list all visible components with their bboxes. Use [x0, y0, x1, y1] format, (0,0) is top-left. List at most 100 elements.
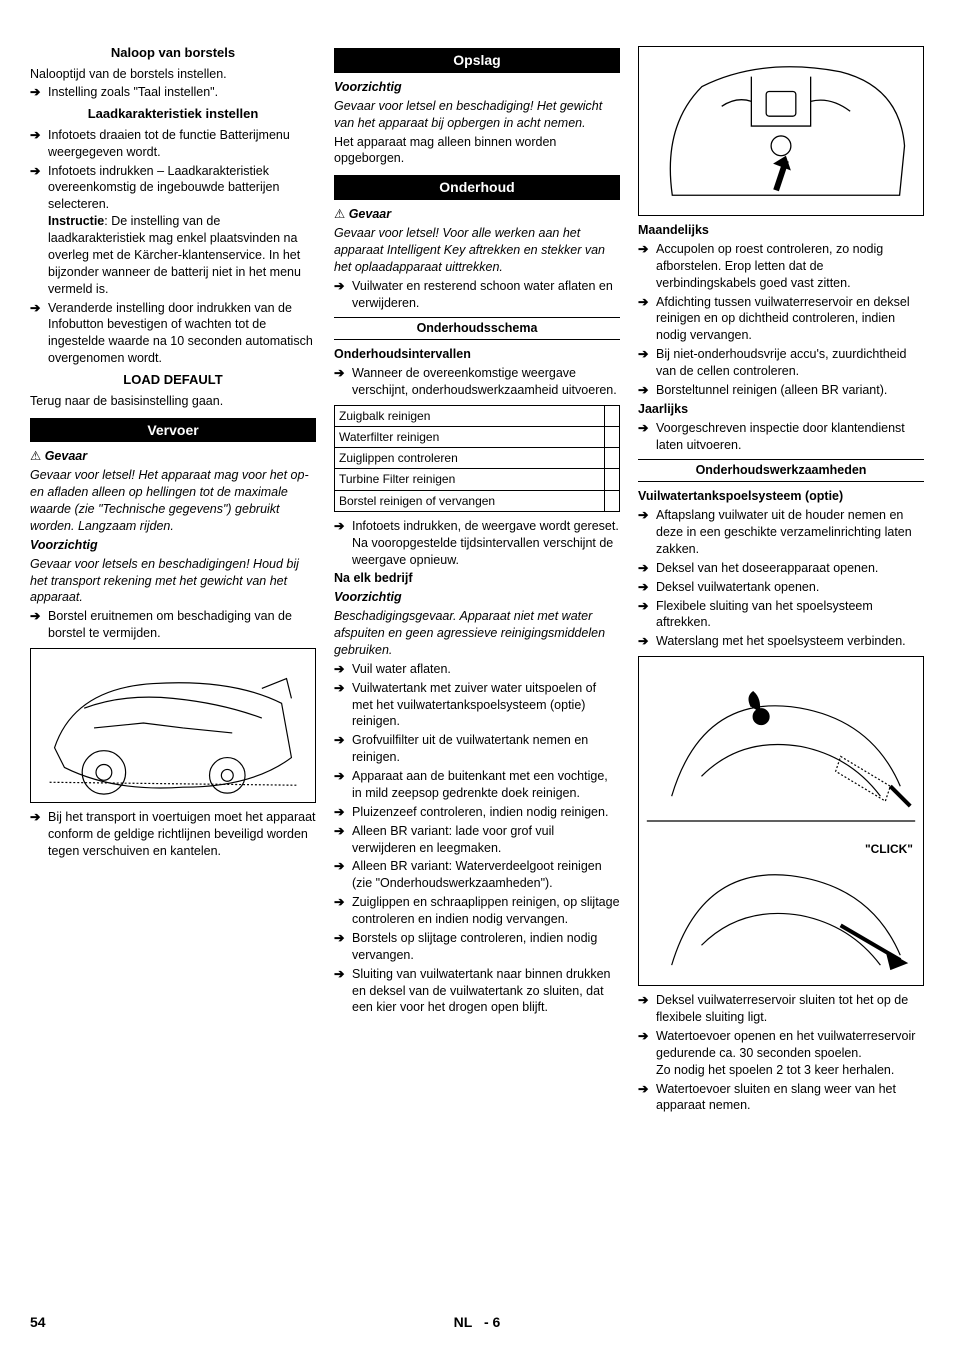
arrow-icon: ➔ — [334, 966, 352, 1017]
arrow-icon: ➔ — [30, 608, 48, 642]
heading-naloop: Naloop van borstels — [30, 44, 316, 62]
bullet: ➔Sluiting van vuilwatertank naar binnen … — [334, 966, 620, 1017]
bullet: ➔Bij het transport in voertuigen moet he… — [30, 809, 316, 860]
maintenance-table: Zuigbalk reinigen Waterfilter reinigen Z… — [334, 405, 620, 512]
table-cell: Zuigbalk reinigen — [335, 405, 605, 426]
bullet: ➔Borstel eruitnemen om beschadiging van … — [30, 608, 316, 642]
bullet: ➔Apparaat aan de buitenkant met een voch… — [334, 768, 620, 802]
text: Het apparaat mag alleen binnen worden op… — [334, 134, 620, 168]
bullet: ➔Voorgeschreven inspectie door klantendi… — [638, 420, 924, 454]
page-number-left: 54 — [30, 1313, 46, 1332]
heading-laadkar: Laadkarakteristiek instellen — [30, 105, 316, 123]
machine-drawing-icon — [31, 649, 315, 802]
arrow-icon: ➔ — [334, 365, 352, 399]
arrow-icon: ➔ — [638, 1081, 656, 1115]
bullet: ➔Waterslang met het spoelsysteem verbind… — [638, 633, 924, 650]
heading-onderhoud: Onderhoud — [334, 175, 620, 200]
subheading: Na elk bedrijf — [334, 570, 620, 587]
caution-text: Gevaar voor letsel en beschadiging! Het … — [334, 98, 620, 132]
bullet: ➔Vuil water aflaten. — [334, 661, 620, 678]
heading-werkzaamheden: Onderhoudswerkzaamheden — [638, 459, 924, 482]
bullet: ➔Flexibele sluiting van het spoelsysteem… — [638, 598, 924, 632]
bullet: ➔Instelling zoals "Taal instellen". — [30, 84, 316, 101]
table-cell — [605, 469, 620, 490]
arrow-icon: ➔ — [334, 680, 352, 731]
caution-label: Voorzichtig — [334, 589, 620, 606]
table-cell — [605, 405, 620, 426]
bullet: ➔Vuilwater en resterend schoon water afl… — [334, 278, 620, 312]
heading-opslag: Opslag — [334, 48, 620, 73]
bullet: ➔Watertoevoer openen en het vuilwaterres… — [638, 1028, 924, 1079]
bullet: ➔Grofvuilfilter uit de vuilwatertank nem… — [334, 732, 620, 766]
heading-load-default: LOAD DEFAULT — [30, 371, 316, 389]
bullet: ➔Wanneer de overeenkomstige weergave ver… — [334, 365, 620, 399]
text: Nalooptijd van de borstels instellen. — [30, 66, 316, 83]
arrow-icon: ➔ — [334, 858, 352, 892]
page-number-center: NL - 6 — [454, 1313, 501, 1332]
arrow-icon: ➔ — [334, 278, 352, 312]
page-footer: 54 NL - 6 — [30, 1313, 924, 1332]
arrow-icon: ➔ — [638, 382, 656, 399]
bullet: ➔Veranderde instelling door indrukken va… — [30, 300, 316, 368]
arrow-icon: ➔ — [30, 163, 48, 298]
bullet: ➔Infotoets indrukken – Laadkarakteristie… — [30, 163, 316, 298]
warning-text: Gevaar voor letsel! Voor alle werken aan… — [334, 225, 620, 276]
arrow-icon: ➔ — [30, 127, 48, 161]
warning-label: ⚠ Gevaar — [334, 206, 620, 223]
bullet: ➔Deksel vuilwaterreservoir sluiten tot h… — [638, 992, 924, 1026]
arrow-icon: ➔ — [638, 579, 656, 596]
bullet: ➔Deksel van het doseerapparaat openen. — [638, 560, 924, 577]
arrow-icon: ➔ — [638, 1028, 656, 1079]
bullet: ➔Borstels op slijtage controleren, indie… — [334, 930, 620, 964]
bullet: ➔Alleen BR variant: Waterverdeelgoot rei… — [334, 858, 620, 892]
table-cell: Waterfilter reinigen — [335, 427, 605, 448]
subheading: Onderhoudsintervallen — [334, 346, 620, 363]
arrow-icon: ➔ — [30, 84, 48, 101]
illustration-machine-top — [638, 46, 924, 216]
column-1: Naloop van borstels Nalooptijd van de bo… — [30, 40, 316, 1116]
table-cell — [605, 448, 620, 469]
caution-label: Voorzichtig — [30, 537, 316, 554]
bullet: ➔Watertoevoer sluiten en slang weer van … — [638, 1081, 924, 1115]
subheading: Jaarlijks — [638, 401, 924, 418]
warning-icon: ⚠ — [334, 206, 345, 223]
caution-text: Gevaar voor letsels en beschadigingen! H… — [30, 556, 316, 607]
click-label: "CLICK" — [865, 841, 913, 857]
arrow-icon: ➔ — [638, 992, 656, 1026]
bullet: ➔Afdichting tussen vuilwaterreservoir en… — [638, 294, 924, 345]
arrow-icon: ➔ — [30, 809, 48, 860]
bullet: ➔Alleen BR variant: lade voor grof vuil … — [334, 823, 620, 857]
bullet: ➔Vuilwatertank met zuiver water uitspoel… — [334, 680, 620, 731]
subheading: Vuilwatertankspoelsysteem (optie) — [638, 488, 924, 505]
table-cell: Turbine Filter reinigen — [335, 469, 605, 490]
bullet: ➔Bij niet-onderhoudsvrije accu's, zuurdi… — [638, 346, 924, 380]
heading-vervoer: Vervoer — [30, 418, 316, 443]
bullet: ➔Infotoets indrukken, de weergave wordt … — [334, 518, 620, 569]
arrow-icon: ➔ — [638, 560, 656, 577]
arrow-icon: ➔ — [638, 633, 656, 650]
warning-text: Gevaar voor letsel! Het apparaat mag voo… — [30, 467, 316, 535]
warning-icon: ⚠ — [30, 448, 41, 465]
arrow-icon: ➔ — [334, 804, 352, 821]
warning-label: ⚠ Gevaar — [30, 448, 316, 465]
heading-onderhoudsschema: Onderhoudsschema — [334, 317, 620, 340]
arrow-icon: ➔ — [334, 518, 352, 569]
machine-drawing-icon — [639, 47, 923, 215]
illustration-transport — [30, 648, 316, 803]
arrow-icon: ➔ — [638, 598, 656, 632]
hose-drawing-icon — [639, 657, 923, 985]
arrow-icon: ➔ — [638, 346, 656, 380]
table-cell — [605, 427, 620, 448]
arrow-icon: ➔ — [334, 661, 352, 678]
arrow-icon: ➔ — [30, 300, 48, 368]
arrow-icon: ➔ — [334, 823, 352, 857]
bullet: ➔Aftapslang vuilwater uit de houder neme… — [638, 507, 924, 558]
table-cell — [605, 490, 620, 511]
bullet: ➔Pluizenzeef controleren, indien nodig r… — [334, 804, 620, 821]
arrow-icon: ➔ — [638, 294, 656, 345]
arrow-icon: ➔ — [638, 420, 656, 454]
caution-label: Voorzichtig — [334, 79, 620, 96]
text: Terug naar de basisinstelling gaan. — [30, 393, 316, 410]
arrow-icon: ➔ — [334, 732, 352, 766]
bullet: ➔Zuiglippen en schraaplippen reinigen, o… — [334, 894, 620, 928]
